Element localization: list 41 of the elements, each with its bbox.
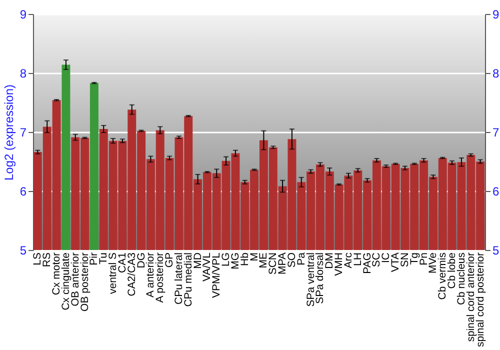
x-tick-label: Cx cingulate <box>60 252 72 310</box>
x-tick-label: Hb <box>238 252 251 266</box>
x-tick-label: MVe <box>427 252 440 274</box>
x-tick-label: OB anterior <box>69 252 82 306</box>
x-tick-label: A anterior <box>144 252 157 298</box>
x-tick-label: Pa <box>295 252 308 266</box>
y-tick-label: 9 <box>20 8 27 22</box>
x-tick-label: DG <box>135 252 148 268</box>
y2-tick-label: 5 <box>492 244 500 258</box>
x-tick-label: IC <box>380 252 392 263</box>
x-tick-label: CA2/CA3 <box>126 252 138 296</box>
x-tick-label: Tg <box>408 252 420 265</box>
y-tick-label: 5 <box>20 244 27 258</box>
x-tick-label: VA/VL <box>201 252 214 282</box>
x-tick-label: PAG <box>361 252 374 274</box>
x-tick-label: DM <box>324 252 336 269</box>
x-tick-label: Tu <box>98 252 110 264</box>
x-tick-label: spinal cord posterior <box>474 252 486 348</box>
x-tick-label: A posterior <box>154 252 166 303</box>
x-tick-label: LS <box>32 252 44 266</box>
y2-tick-label: 6 <box>492 184 500 198</box>
x-tick-label: M <box>248 252 260 262</box>
y-tick-label: 6 <box>20 184 27 198</box>
x-tick-label: SC <box>370 252 383 268</box>
x-tick-label: ME <box>258 252 270 268</box>
x-tick-label: SCN <box>267 252 280 275</box>
y-axis-title: Log2 (expression) <box>2 84 16 181</box>
y-tick-label: 8 <box>20 66 27 80</box>
x-tick-label: RS <box>41 252 54 268</box>
y2-tick-label: 8 <box>492 66 500 80</box>
y2-tick-label: 7 <box>492 126 500 140</box>
x-tick-label: LH <box>352 252 364 266</box>
x-tick-label: MD <box>192 252 204 269</box>
x-tick-label: VPM/VPL <box>210 252 223 298</box>
x-tick-label: Pir <box>88 252 100 266</box>
x-tick-label: OB posterior <box>78 252 91 312</box>
x-tick-label: SPa dorsal <box>314 252 326 304</box>
x-tick-label: spinal cord anterior <box>464 252 477 342</box>
y-tick-label: 7 <box>20 126 27 140</box>
y2-tick-label: 9 <box>492 8 500 22</box>
x-tick-label: CPu medial <box>182 252 194 307</box>
